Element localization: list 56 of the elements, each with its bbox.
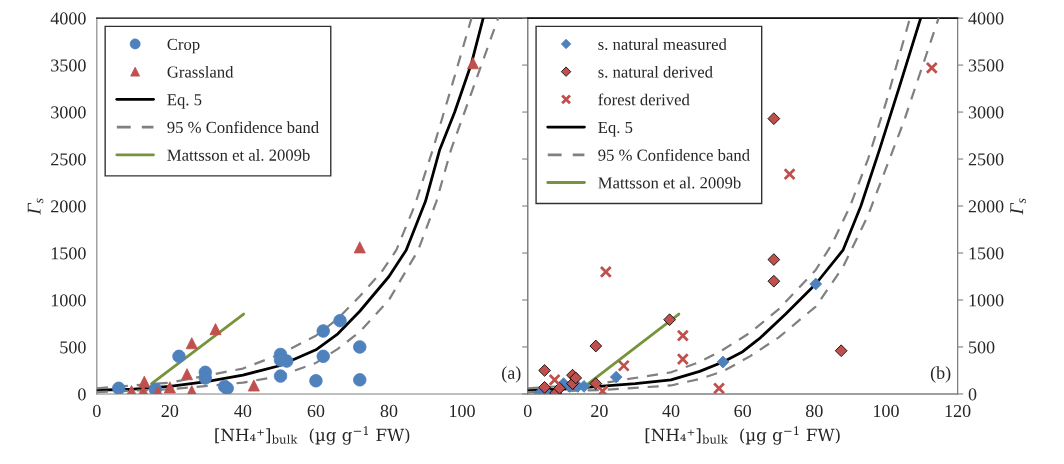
point [783,167,796,181]
y-tick-label: 3000 [51,106,86,119]
x-tick-label: 100 [874,404,899,418]
legend-label: Eq. 5 [598,122,633,137]
y2-tick-label: 500 [969,341,995,354]
legend-label: s. natural measured [598,38,727,50]
point [548,373,561,387]
x-tick-label: 40 [234,404,252,418]
y2-tick-label: 1500 [969,247,1004,260]
x-tick-label: 0 [523,404,532,418]
legend-label: Mattsson et al. 2009b [167,149,310,161]
y2-axis-title: Γ$_{s}$ [1010,198,1026,215]
point [712,382,726,394]
point [676,352,690,366]
y-tick-label: 3500 [51,59,86,72]
x-tick-label: 60 [307,404,325,418]
y2-tick-label: 3500 [968,59,1004,72]
point [925,61,939,75]
x-tick-label: 40 [662,404,680,418]
y-tick-label: 1500 [51,247,86,260]
y-axis-title: Γ$_{s}$ [27,198,44,215]
y-tick-label: 0 [78,388,86,401]
y-tick-label: 1000 [51,294,86,307]
annotation: (a) [502,366,521,383]
y-tick-label: 2000 [51,200,86,213]
point [676,329,690,342]
y2-tick-label: 2000 [968,200,1004,213]
y2-tick-label: 3000 [968,106,1004,119]
legend-label: s. natural derived [598,65,713,78]
y2-tick-label: 0 [968,388,977,401]
legend-label: Grassland [167,65,234,78]
x-tick-label: 0 [93,404,101,418]
y2-tick-label: 4000 [968,12,1004,25]
y-tick-label: 4000 [50,12,86,25]
y2-tick-label: 1000 [969,294,1004,307]
legend-label: forest derived [598,93,690,106]
x-tick-label: 20 [591,404,608,418]
x-tick-label: 60 [734,404,752,418]
x-tick-label: 80 [805,404,823,418]
legend-label: Eq. 5 [167,94,202,109]
point [617,359,630,372]
x-tick-label: 100 [450,404,475,418]
legend-label: Mattsson et al. 2009b [598,176,741,189]
x-tick-label: 80 [380,404,398,418]
y-tick-label: 500 [60,341,86,354]
legend-label: Crop [167,38,200,54]
annotation: (b) [930,366,951,383]
x-tick-label: 20 [161,404,179,418]
legend-label: 95 % Confidence band [598,148,750,161]
x-tick-label: 120 [945,404,971,418]
x-axis-title: [NH₄⁺]$_{bulk}$ (µg g$^{−1}$ FW) [215,426,410,445]
y-tick-label: 2500 [51,153,86,166]
y2-tick-label: 2500 [968,153,1004,166]
point [599,265,613,279]
x-axis-title: [NH₄⁺]$_{bulk}$ (µg g$^{−1}$ FW) [645,426,840,445]
legend-label: 95 % Confidence band [167,121,319,134]
